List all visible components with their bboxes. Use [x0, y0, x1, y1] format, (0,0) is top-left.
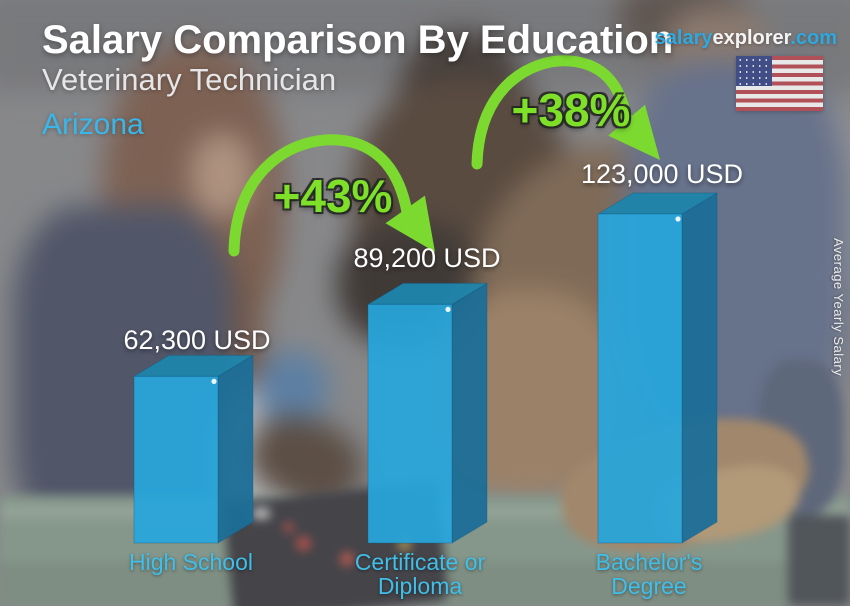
- case-knob-red1: [283, 522, 294, 533]
- case-knob-red2: [296, 536, 311, 551]
- category-line: Degree: [611, 572, 687, 599]
- category-certificate-diploma: Certificate or Diploma: [305, 549, 535, 599]
- category-line: High School: [128, 549, 254, 575]
- vial: [252, 508, 270, 519]
- category-bachelors-degree: Bachelor's Degree: [534, 549, 764, 599]
- category-line: Diploma: [377, 572, 463, 599]
- bar-certificate-diploma: [367, 282, 488, 544]
- job-title: Veterinary Technician: [42, 62, 337, 97]
- brand-domain: .com: [790, 27, 837, 49]
- vet-glove: [255, 351, 329, 425]
- increase-label-1: +43%: [273, 170, 393, 222]
- category-line: Bachelor's: [595, 549, 703, 575]
- category-high-school: High School: [76, 549, 306, 575]
- increase-label-2: +38%: [511, 84, 631, 136]
- brand-link[interactable]: salaryexplorer.com: [655, 27, 837, 50]
- region-label: Arizona: [42, 108, 144, 141]
- value-label-certificate: 89,200 USD: [353, 243, 501, 273]
- brand-salary: salary: [654, 27, 713, 49]
- us-flag-icon: [736, 56, 823, 111]
- page-title: Salary Comparison By Education: [42, 18, 674, 62]
- flag-canton: [736, 56, 772, 86]
- increase-arrow-2: [471, 55, 660, 170]
- increase-arrow-1: [228, 134, 435, 257]
- y-axis-label: Average Yearly Salary: [831, 238, 846, 377]
- value-label-bachelors: 123,000 USD: [580, 159, 744, 189]
- category-line: Certificate or: [354, 549, 486, 575]
- case-knob-red3: [340, 552, 354, 566]
- brand-explorer: explorer: [712, 27, 791, 49]
- bar-bachelors-degree: [597, 192, 718, 544]
- value-label-high-school: 62,300 USD: [123, 325, 271, 355]
- corner-case: [788, 515, 850, 606]
- bar-high-school: [133, 354, 254, 544]
- flag-stars: [737, 57, 771, 85]
